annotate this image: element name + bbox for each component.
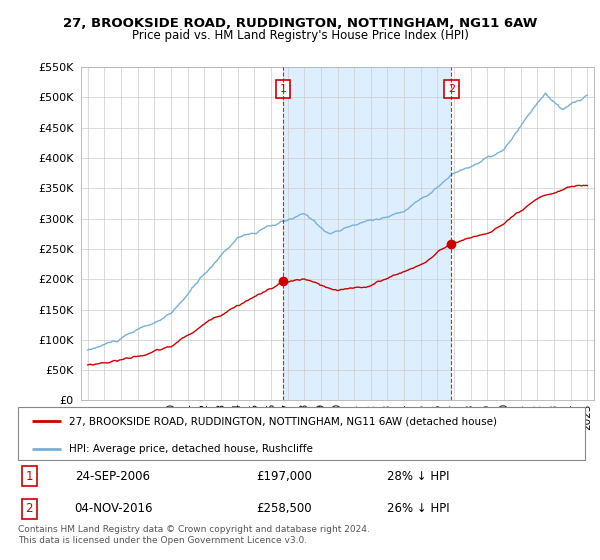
Text: 04-NOV-2016: 04-NOV-2016 (75, 502, 153, 516)
Text: 2: 2 (448, 84, 455, 94)
FancyBboxPatch shape (18, 407, 585, 460)
Text: 28% ↓ HPI: 28% ↓ HPI (386, 469, 449, 483)
Text: 1: 1 (26, 469, 33, 483)
Text: 24-SEP-2006: 24-SEP-2006 (75, 469, 150, 483)
Text: Contains HM Land Registry data © Crown copyright and database right 2024.
This d: Contains HM Land Registry data © Crown c… (18, 525, 370, 545)
Text: 2: 2 (26, 502, 33, 516)
Text: £197,000: £197,000 (256, 469, 312, 483)
Text: £258,500: £258,500 (256, 502, 312, 516)
Text: Price paid vs. HM Land Registry's House Price Index (HPI): Price paid vs. HM Land Registry's House … (131, 29, 469, 42)
Text: HPI: Average price, detached house, Rushcliffe: HPI: Average price, detached house, Rush… (69, 444, 313, 454)
Text: 27, BROOKSIDE ROAD, RUDDINGTON, NOTTINGHAM, NG11 6AW (detached house): 27, BROOKSIDE ROAD, RUDDINGTON, NOTTINGH… (69, 417, 497, 427)
Text: 27, BROOKSIDE ROAD, RUDDINGTON, NOTTINGHAM, NG11 6AW: 27, BROOKSIDE ROAD, RUDDINGTON, NOTTINGH… (63, 17, 537, 30)
Text: 1: 1 (280, 84, 287, 94)
Text: 26% ↓ HPI: 26% ↓ HPI (386, 502, 449, 516)
Bar (283, 67, 451, 400)
